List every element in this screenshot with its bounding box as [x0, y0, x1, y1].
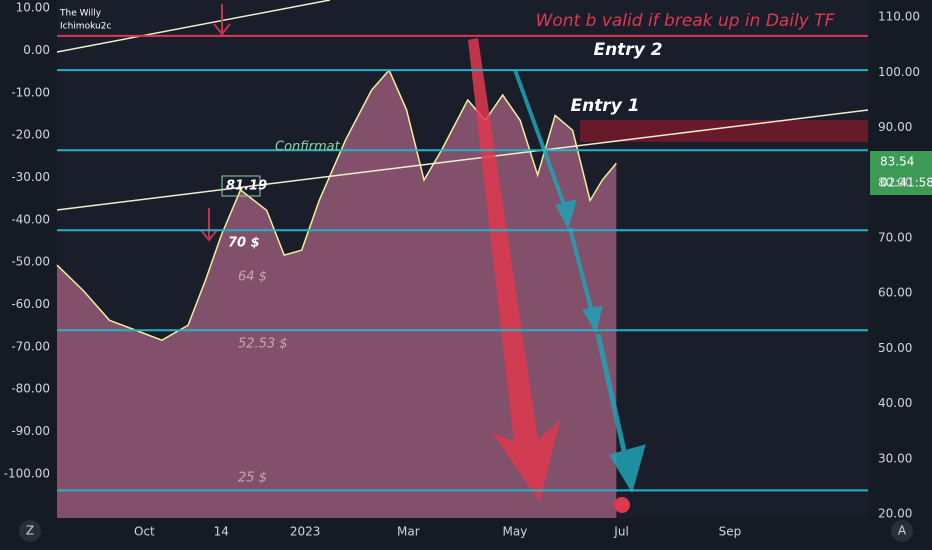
y-tick-label: -50.00 [11, 255, 50, 269]
annotation: Confirmat [275, 140, 341, 155]
y-tick-label: -90.00 [11, 424, 50, 438]
x-tick-label: 2023 [290, 525, 321, 539]
x-tick-label: May [503, 525, 528, 539]
button[interactable] [19, 520, 41, 542]
x-tick-label: Jul [613, 525, 628, 539]
y-tick-label: 0.00 [23, 43, 50, 57]
annotation: Entry 1 [570, 96, 639, 116]
y2-tick-label: 20.00 [878, 507, 912, 521]
blue-arrows [513, 69, 646, 494]
annotation: Entry 2 [593, 40, 662, 60]
annotation: Wont b valid if break up in Daily TF [536, 11, 835, 31]
y-tick-label: -10.00 [11, 85, 50, 99]
y-tick-label: -60.00 [11, 297, 50, 311]
trend-line [56, 109, 869, 211]
x-tick-label: 14 [214, 525, 229, 539]
price-area [57, 70, 617, 518]
x-tick-label: Oct [134, 525, 155, 539]
y-tick-label: -40.00 [11, 212, 50, 226]
x-tick-label: Mar [397, 525, 420, 539]
x-tick-label: Sep [719, 525, 742, 539]
button[interactable] [891, 520, 913, 542]
annotation: 52.53 $ [238, 337, 288, 352]
annotation: 25 $ [238, 471, 267, 486]
annotation: 81.19 [226, 179, 267, 194]
annotation: 70 $ [228, 236, 260, 251]
y2-tick-label: 110.00 [878, 10, 920, 24]
last-price: 83.54 [880, 155, 914, 169]
annotation: The Willy [59, 9, 102, 19]
countdown: 02:41:58 [880, 176, 932, 190]
trend-line [56, 0, 331, 53]
y2-tick-label: 70.00 [878, 231, 912, 245]
y-tick-label: -20.00 [11, 128, 50, 142]
zoom-button[interactable]: Z [26, 524, 34, 538]
y-tick-label: -80.00 [11, 382, 50, 396]
price-tag [870, 151, 932, 195]
y2-tick-label: 30.00 [878, 451, 912, 465]
resistance-zone [580, 120, 868, 142]
annotation: Ichimoku2c [60, 22, 111, 32]
y2-tick-label: 90.00 [878, 120, 912, 134]
y-tick-label: 10.00 [16, 1, 50, 15]
label-box [221, 175, 261, 197]
red-arrow [200, 4, 560, 502]
y2-tick-label: 80.00 [878, 175, 912, 189]
y-tick-label: -30.00 [11, 170, 50, 184]
y2-tick-label: 60.00 [878, 286, 912, 300]
auto-button[interactable]: A [898, 524, 907, 538]
y2-tick-label: 50.00 [878, 341, 912, 355]
y-tick-label: -100.00 [4, 466, 50, 480]
event-icon [614, 497, 630, 513]
y-tick-label: -70.00 [11, 339, 50, 353]
y2-tick-label: 100.00 [878, 65, 920, 79]
y2-tick-label: 40.00 [878, 396, 912, 410]
annotation: 64 $ [238, 270, 267, 285]
